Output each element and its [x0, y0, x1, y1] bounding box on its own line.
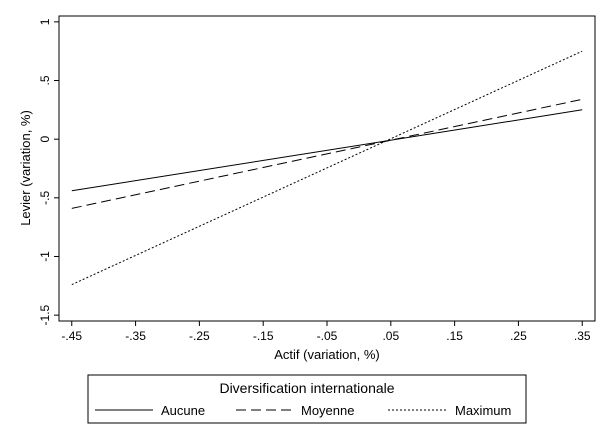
plot-area [58, 15, 596, 322]
x-tick-label: .15 [446, 329, 463, 343]
x-tick-label: -.25 [189, 329, 210, 343]
legend-label-aucune: Aucune [161, 403, 205, 418]
legend-items: Aucune Moyenne Maximum [95, 403, 511, 418]
x-tick-label: -.35 [125, 329, 146, 343]
x-axis: -.45 -.35 -.25 -.15 -.05 .05 .15 .25 .35 [61, 321, 591, 343]
x-tick-label: .35 [574, 329, 591, 343]
x-tick-label: -.05 [317, 329, 338, 343]
y-tick-label: .5 [38, 75, 52, 85]
legend: Diversification internationale Aucune Moy… [87, 374, 527, 424]
y-axis-title: Levier (variation, %) [18, 110, 33, 226]
series-line-maximum [71, 50, 583, 286]
legend-title: Diversification internationale [219, 380, 394, 396]
y-axis: 1 .5 0 -.5 -1 -1.5 [38, 18, 59, 325]
legend-label-maximum: Maximum [455, 403, 511, 418]
x-axis-title: Actif (variation, %) [274, 347, 379, 362]
series-layer [71, 50, 583, 286]
series-line-aucune [71, 109, 583, 192]
x-tick-label: -.15 [253, 329, 274, 343]
legend-box [87, 374, 527, 424]
y-tick-label: 0 [38, 136, 52, 143]
x-tick-label: .25 [510, 329, 527, 343]
y-tick-label: -1.5 [38, 304, 52, 325]
x-tick-label: -.45 [61, 329, 82, 343]
x-tick-label: .05 [382, 329, 399, 343]
y-tick-label: -1 [38, 251, 52, 262]
legend-label-moyenne: Moyenne [301, 403, 354, 418]
y-tick-label: 1 [38, 18, 52, 25]
y-tick-label: -.5 [38, 191, 52, 205]
series-line-moyenne [71, 98, 583, 209]
